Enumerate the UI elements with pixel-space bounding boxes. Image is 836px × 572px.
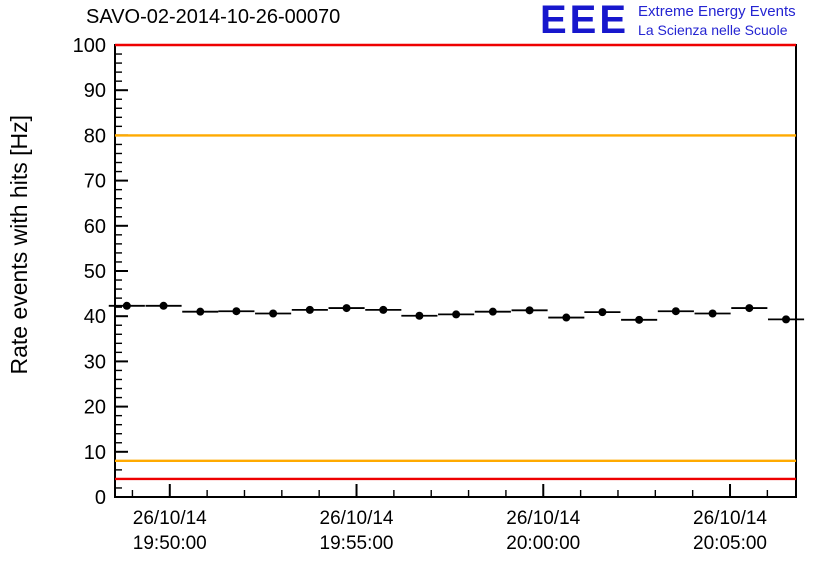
data-point (708, 309, 717, 318)
reference-lines (115, 43, 796, 481)
data-point (159, 301, 168, 310)
data-point (525, 306, 534, 315)
data-point (635, 315, 644, 324)
data-point (671, 307, 680, 316)
data-point (562, 313, 571, 322)
eee-logo-line2: La Scienza nelle Scuole (638, 22, 788, 38)
eee-logo-line1: Extreme Energy Events (638, 3, 796, 20)
x-tick-time: 20:05:00 (693, 533, 767, 554)
data-point (379, 305, 388, 314)
y-tick-label: 50 (84, 261, 106, 283)
y-tick-label: 70 (84, 171, 106, 193)
x-tick-time: 20:00:00 (506, 533, 580, 554)
data-point (452, 310, 461, 319)
data-point (196, 307, 205, 316)
data-point (305, 305, 314, 314)
y-tick-label: 80 (84, 125, 106, 147)
data-point (782, 315, 791, 324)
x-tick-date: 26/10/14 (693, 508, 767, 529)
plot-frame (114, 44, 797, 498)
y-tick-label: 20 (84, 397, 106, 419)
data-point (269, 309, 278, 318)
y-axis-title: Rate events with hits [Hz] (5, 115, 32, 375)
y-axis-title-wrap: Rate events with hits [Hz] (2, 25, 36, 465)
y-tick-label: 40 (84, 306, 106, 328)
data-point (488, 307, 497, 316)
eee-logo-text: Extreme Energy Events La Scienza nelle S… (638, 3, 796, 38)
x-tick-time: 19:50:00 (133, 533, 207, 554)
x-axis: 26/10/14 19:50:00 26/10/14 19:55:00 26/10/14… (131, 484, 769, 554)
y-tick-label: 90 (84, 80, 106, 102)
y-tick-label: 100 (73, 35, 106, 57)
data-point (745, 304, 754, 313)
x-tick-date: 26/10/14 (133, 508, 207, 529)
y-axis: 0 10 20 30 40 50 60 70 80 90 100 (73, 35, 128, 509)
eee-logo-acronym: EEE (540, 0, 630, 42)
y-tick-label: 60 (84, 216, 106, 238)
eee-logo: EEE Extreme Energy Events La Scienza nel… (540, 0, 796, 42)
chart-title: SAVO-02-2014-10-26-00070 (86, 6, 341, 28)
x-tick-date: 26/10/14 (320, 508, 394, 529)
data-point (232, 307, 241, 316)
y-tick-label: 30 (84, 351, 106, 373)
y-tick-label: 0 (95, 487, 106, 509)
data-point (415, 311, 424, 320)
x-tick-time: 19:55:00 (320, 533, 394, 554)
data-point (122, 301, 131, 310)
data-point (342, 304, 351, 313)
series-rate-events-with-hits (108, 301, 805, 324)
y-tick-label: 10 (84, 442, 106, 464)
x-tick-date: 26/10/14 (506, 508, 580, 529)
data-point (598, 308, 607, 317)
